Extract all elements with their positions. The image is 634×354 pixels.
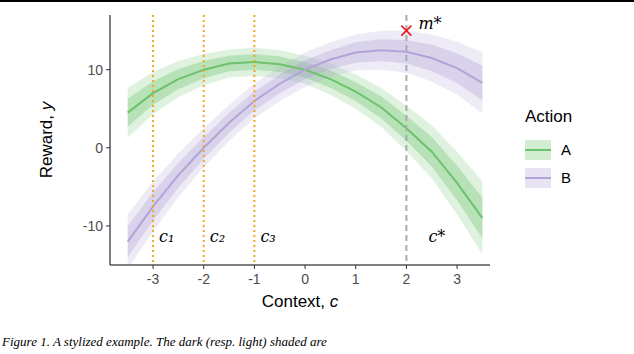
- y-axis-title: Reward, y: [37, 100, 56, 178]
- x-tick-label: -1: [248, 271, 261, 287]
- axis-title-part: Reward,: [37, 110, 56, 178]
- inner-band: [128, 39, 483, 257]
- axis-title-part: c: [330, 292, 339, 311]
- axes: -3-2-10123-10010Context, cReward, y: [37, 15, 490, 311]
- x-tick: [203, 265, 204, 269]
- annotation-label: m*: [418, 14, 441, 33]
- axis-title-part: Context,: [262, 292, 330, 311]
- x-tick-label: -3: [147, 271, 160, 287]
- y-axis-line: [110, 15, 111, 265]
- outer-band: [128, 31, 483, 265]
- annotation-label: c₁: [159, 227, 174, 246]
- caption: Figure 1. A stylized example. The dark (…: [1, 334, 327, 349]
- chart: c₁c₂c₃c*m*-3-2-10123-10010Context, cRewa…: [0, 0, 634, 354]
- legend-title: Action: [525, 107, 572, 126]
- x-tick-label: 0: [301, 271, 309, 287]
- legend-label: A: [561, 141, 571, 158]
- y-tick-label: 10: [87, 62, 103, 78]
- x-tick: [457, 265, 458, 269]
- reference-line: [405, 15, 407, 265]
- x-axis-line: [110, 265, 490, 266]
- plot-area: [128, 15, 483, 265]
- x-tick: [406, 265, 407, 269]
- legend-key: [525, 140, 551, 160]
- y-tick: [106, 69, 110, 70]
- top-rule: [0, 0, 634, 2]
- series-line: [128, 50, 483, 241]
- legend: Action AB: [525, 107, 572, 188]
- legend-key-line: [525, 149, 551, 151]
- annotation-label: c₂: [210, 227, 225, 246]
- legend-label: B: [561, 169, 571, 186]
- x-tick-label: 1: [352, 271, 360, 287]
- y-tick-label: -10: [83, 218, 103, 234]
- legend-key: [525, 168, 551, 188]
- annotation-label: c*: [428, 227, 445, 246]
- annotations: c₁ c₂ c₃ c* m*: [159, 14, 445, 246]
- reference-line: [253, 15, 255, 265]
- x-tick-label: 2: [403, 271, 411, 287]
- y-tick-label: 0: [95, 140, 103, 156]
- annotation-label: c₃: [260, 227, 275, 246]
- marker: [401, 26, 411, 36]
- x-tick-label: -2: [198, 271, 211, 287]
- axis-title-part: y: [37, 100, 56, 111]
- x-tick: [254, 265, 255, 269]
- x-axis-title: Context, c: [262, 292, 339, 311]
- x-tick-label: 3: [453, 271, 461, 287]
- y-tick: [106, 147, 110, 148]
- y-tick: [106, 225, 110, 226]
- series-line: [128, 62, 483, 218]
- x-tick: [153, 265, 154, 269]
- reference-line: [152, 15, 154, 265]
- legend-key-line: [525, 177, 551, 179]
- x-tick: [355, 265, 356, 269]
- x-tick: [305, 265, 306, 269]
- reference-line: [203, 15, 205, 265]
